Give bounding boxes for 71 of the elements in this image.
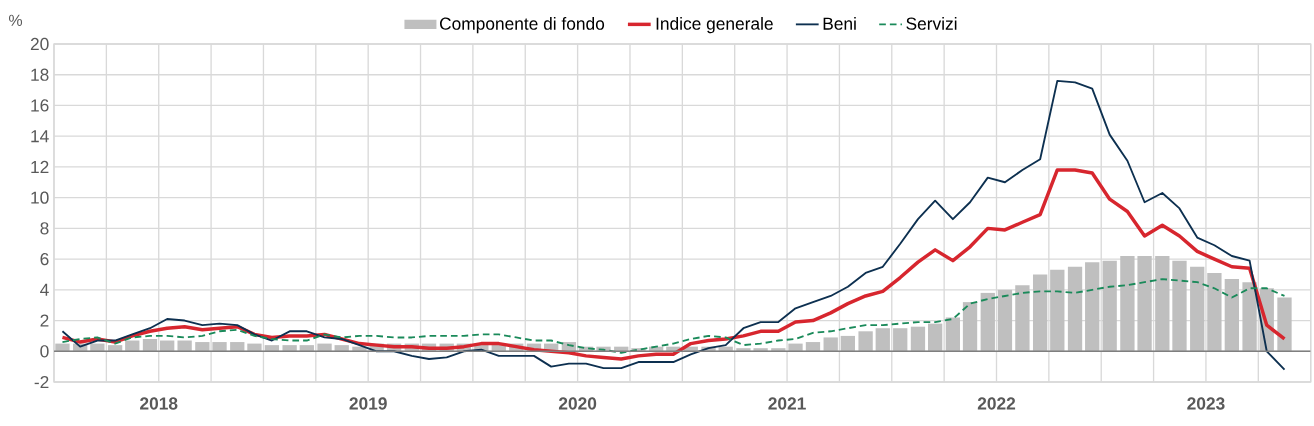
bar xyxy=(1137,256,1152,352)
bar xyxy=(1155,256,1170,352)
bar xyxy=(1085,262,1100,352)
bar xyxy=(875,328,890,352)
bar xyxy=(142,338,158,352)
bar xyxy=(1032,274,1048,352)
bar xyxy=(1172,260,1187,352)
bar xyxy=(177,340,192,352)
bar xyxy=(160,340,175,352)
bar xyxy=(107,345,123,352)
bar xyxy=(1277,297,1292,352)
bar xyxy=(90,343,105,352)
bar xyxy=(55,343,70,352)
bar xyxy=(858,331,873,352)
legend-label: Indice generale xyxy=(656,17,773,34)
bar xyxy=(1207,272,1222,352)
y-tick-label: 16 xyxy=(31,99,49,112)
bar xyxy=(1050,269,1065,352)
bar xyxy=(334,345,349,352)
y-tick-label: 8 xyxy=(40,222,49,235)
bar xyxy=(805,342,821,352)
x-tick-label: 2018 xyxy=(140,397,178,410)
bar xyxy=(212,342,227,352)
bar xyxy=(230,342,245,352)
x-tick-label: 2020 xyxy=(558,397,597,410)
legend-label: Componente di fondo xyxy=(439,17,605,34)
bar xyxy=(736,348,751,352)
bar xyxy=(980,292,995,352)
bar xyxy=(840,335,856,352)
bar xyxy=(1120,256,1135,352)
y-tick-label: 0 xyxy=(40,345,49,358)
bar xyxy=(927,323,943,352)
y-tick-label: -2 xyxy=(34,375,49,389)
bar xyxy=(1102,260,1117,352)
bar xyxy=(823,337,838,352)
bar xyxy=(125,340,140,352)
y-tick-label: 14 xyxy=(31,130,49,143)
bar xyxy=(893,328,908,352)
bar xyxy=(997,289,1013,352)
bar xyxy=(317,343,332,352)
y-tick-label: 4 xyxy=(40,283,49,296)
bar xyxy=(264,345,280,352)
bar xyxy=(1015,285,1030,352)
y-tick-label: 20 xyxy=(30,37,49,51)
y-tick-label: 6 xyxy=(40,252,49,266)
bar xyxy=(1224,279,1239,352)
bar xyxy=(247,343,262,352)
bar xyxy=(1242,282,1257,352)
bar xyxy=(753,348,768,352)
bar xyxy=(1190,266,1205,352)
y-tick-label: 10 xyxy=(31,191,49,204)
bar xyxy=(771,348,786,352)
bar xyxy=(1067,266,1083,352)
y-axis-title: % xyxy=(8,14,23,26)
x-tick-label: 2019 xyxy=(349,397,387,410)
legend-label: Beni xyxy=(823,17,856,30)
x-tick-label: 2022 xyxy=(977,397,1016,410)
bar xyxy=(945,317,961,352)
bar xyxy=(788,343,803,352)
bar xyxy=(962,302,978,352)
x-tick-label: 2023 xyxy=(1187,397,1225,410)
bar xyxy=(299,345,314,352)
line-series xyxy=(60,168,1287,361)
x-tick-label: 2021 xyxy=(768,397,806,410)
legend-label: Servizi xyxy=(906,17,957,30)
bar xyxy=(282,345,297,352)
bar xyxy=(910,326,926,352)
y-tick-label: 2 xyxy=(40,314,49,327)
y-tick-label: 12 xyxy=(31,160,49,173)
y-tick-label: 18 xyxy=(31,68,49,81)
bar xyxy=(195,342,210,352)
